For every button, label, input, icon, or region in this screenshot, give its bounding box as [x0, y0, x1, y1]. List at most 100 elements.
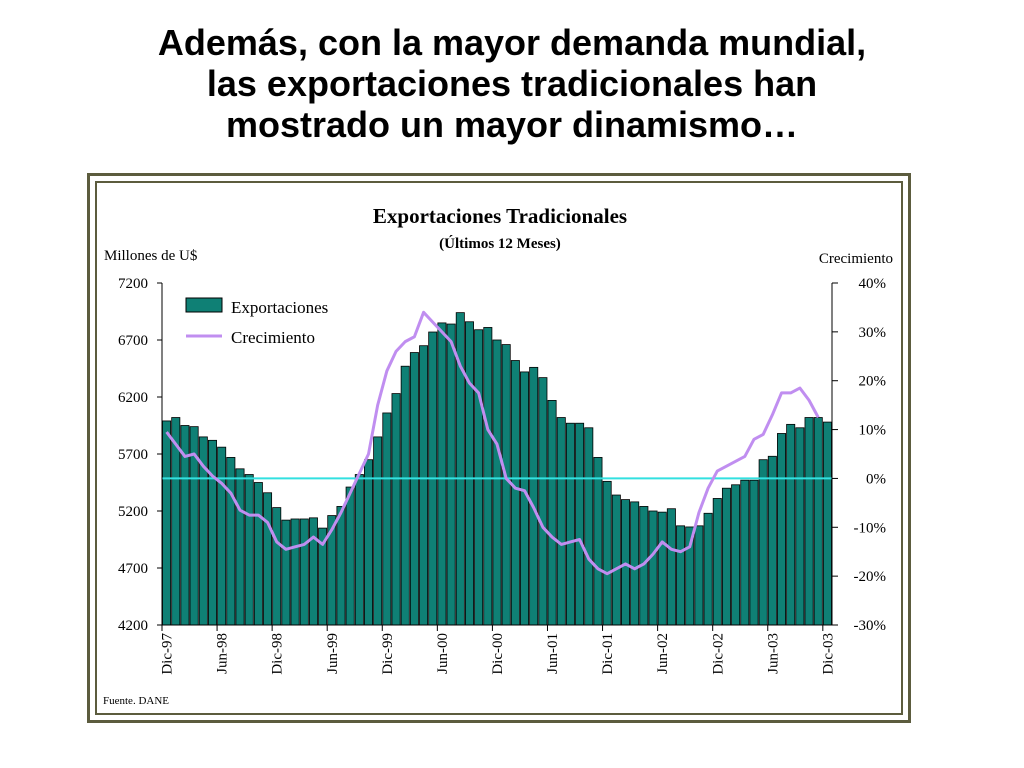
x-tick-label: Jun-01: [545, 633, 561, 674]
bar: [813, 417, 823, 626]
x-tick-label: Dic-03: [820, 633, 836, 675]
bar: [263, 492, 273, 626]
bar: [217, 446, 227, 626]
bar: [565, 422, 575, 626]
y-right-tick-label: -10%: [854, 520, 887, 536]
x-tick-label: Jun-02: [655, 633, 671, 674]
bar: [795, 427, 805, 626]
bar: [419, 345, 429, 626]
legend-label-crecimiento: Crecimiento: [231, 328, 315, 347]
bar: [244, 474, 254, 626]
bar: [694, 525, 704, 626]
bar: [235, 468, 245, 626]
bar: [382, 412, 392, 626]
bar: [749, 479, 759, 626]
x-tick-label: Dic-99: [380, 633, 396, 675]
bar: [290, 518, 300, 626]
bar: [510, 360, 520, 626]
bar: [593, 457, 603, 626]
bar: [354, 474, 364, 626]
bar: [207, 439, 217, 626]
bar: [712, 498, 722, 626]
bar: [437, 322, 447, 626]
slide-title: Además, con la mayor demanda mundial, la…: [40, 22, 984, 145]
y-left-tick-label: 4700: [118, 561, 148, 577]
bar: [556, 417, 566, 626]
bar: [308, 517, 318, 626]
bar: [253, 482, 263, 626]
bar: [758, 459, 768, 626]
bar: [345, 486, 355, 626]
bar: [272, 507, 282, 626]
y-right-tick-label: -20%: [854, 569, 887, 585]
slide-title-line: mostrado un mayor dinamismo…: [225, 104, 799, 145]
x-tick-label: Dic-00: [490, 633, 506, 675]
growth-line: [165, 310, 820, 576]
y-left-tick-label: 6200: [118, 390, 148, 406]
bar: [492, 339, 502, 626]
bar: [602, 480, 612, 626]
slide-title-line: las exportaciones tradicionales han: [206, 63, 818, 104]
bar: [648, 510, 658, 626]
legend: Exportaciones Crecimiento: [185, 297, 328, 347]
bar: [740, 479, 750, 626]
bar: [464, 321, 474, 626]
bar: [226, 457, 236, 626]
bar: [786, 423, 796, 626]
bar: [336, 506, 346, 626]
chart-title: Exportaciones Tradicionales: [373, 204, 627, 228]
x-tick-label: Dic-97: [160, 633, 176, 675]
chart-subtitle: (Últimos 12 Meses): [439, 235, 561, 252]
x-tick-label: Dic-98: [270, 633, 286, 675]
source-note: Fuente. DANE: [103, 695, 169, 707]
y-right-axis-label: Crecimiento: [819, 251, 893, 267]
x-tick-label: Jun-00: [435, 633, 451, 674]
y-right-tick-label: -30%: [854, 618, 887, 634]
bar: [373, 436, 383, 626]
x-tick-label: Dic-02: [710, 633, 726, 675]
bar: [162, 420, 172, 626]
legend-label-exportaciones: Exportaciones: [231, 298, 328, 317]
bar: [611, 494, 621, 626]
bar: [657, 511, 667, 626]
bar: [703, 512, 713, 626]
y-right-tick-label: 30%: [859, 325, 887, 341]
x-tick-label: Jun-99: [325, 633, 341, 674]
bar: [474, 329, 484, 626]
y-left-tick-label: 6700: [118, 333, 148, 349]
x-tick-label: Jun-98: [215, 633, 231, 674]
y-left-tick-label: 4200: [118, 618, 148, 634]
bar: [364, 459, 374, 626]
bar: [676, 525, 686, 626]
bar: [630, 501, 640, 626]
y-right-tick-label: 0%: [866, 471, 886, 487]
x-tick-label: Dic-01: [600, 633, 616, 675]
bar: [299, 518, 309, 626]
bar: [483, 327, 493, 626]
bar: [446, 323, 456, 626]
bar: [767, 455, 777, 626]
bar: [822, 421, 832, 626]
y-left-tick-label: 5200: [118, 504, 148, 520]
bar: [731, 484, 741, 626]
legend-swatch-exportaciones: [185, 297, 223, 313]
y-right-tick-label: 10%: [859, 423, 887, 439]
x-tick-label: Jun-03: [765, 633, 781, 674]
bar: [777, 433, 787, 626]
y-right-tick-label: 20%: [859, 374, 887, 390]
bar: [621, 499, 630, 626]
y-right-tick-label: 40%: [859, 276, 887, 292]
slide-title-line: Además, con la mayor demanda mundial,: [157, 22, 867, 63]
bar: [575, 422, 585, 626]
bar: [804, 417, 814, 626]
bar: [400, 365, 410, 626]
y-left-axis-label: Millones de U$: [104, 248, 198, 264]
bar: [529, 366, 539, 626]
bar: [584, 427, 594, 626]
bar: [281, 519, 291, 626]
bar: [391, 393, 401, 626]
y-left-tick-label: 5700: [118, 447, 148, 463]
bar: [501, 344, 511, 626]
plot-area: 7200 6700 6200 5700 5200 4700 4200 40% 30% 20% 10%…: [118, 276, 886, 675]
